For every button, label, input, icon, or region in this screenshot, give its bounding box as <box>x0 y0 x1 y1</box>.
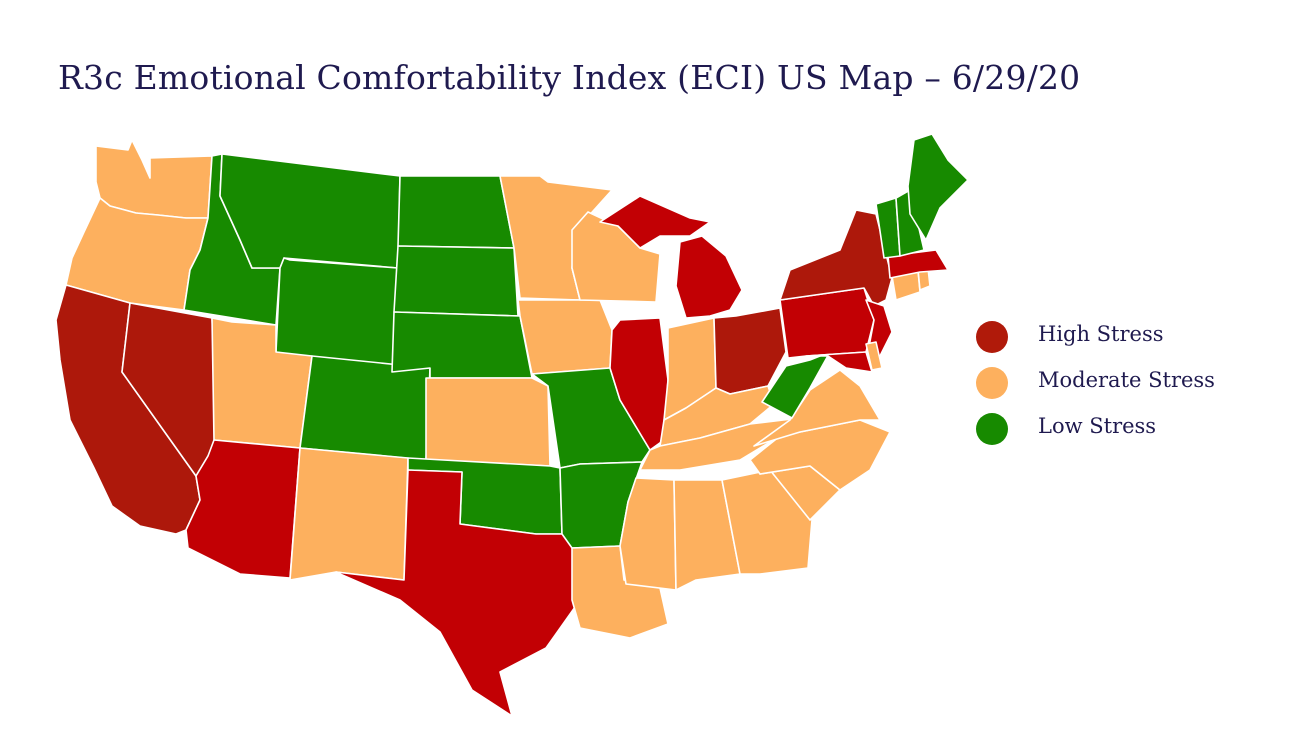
state-md <box>805 351 873 373</box>
state-nm <box>289 447 409 581</box>
state-nd <box>397 175 515 249</box>
state-ia <box>517 299 613 375</box>
state-mi <box>599 195 743 319</box>
legend-swatch-low <box>976 413 1008 445</box>
legend-label-moderate: Moderate Stress <box>1038 368 1215 392</box>
legend-label-low: Low Stress <box>1038 414 1157 438</box>
state-sd <box>393 245 519 317</box>
state-wi <box>571 211 661 303</box>
state-tx <box>335 469 581 717</box>
state-me <box>907 133 969 241</box>
state-ks <box>425 377 551 467</box>
legend-swatch-high <box>976 321 1008 353</box>
state-ne <box>391 311 533 379</box>
legend-swatch-moderate <box>976 367 1008 399</box>
map-title: R3c Emotional Comfortability Index (ECI)… <box>58 58 1081 97</box>
state-de <box>865 341 883 371</box>
state-ma <box>887 249 949 279</box>
states-layer <box>55 133 969 717</box>
state-co <box>299 355 431 461</box>
state-al <box>673 479 741 591</box>
state-mt <box>219 153 401 269</box>
legend-label-high: High Stress <box>1038 322 1164 346</box>
state-nh <box>895 189 925 257</box>
state-ny <box>779 209 893 307</box>
